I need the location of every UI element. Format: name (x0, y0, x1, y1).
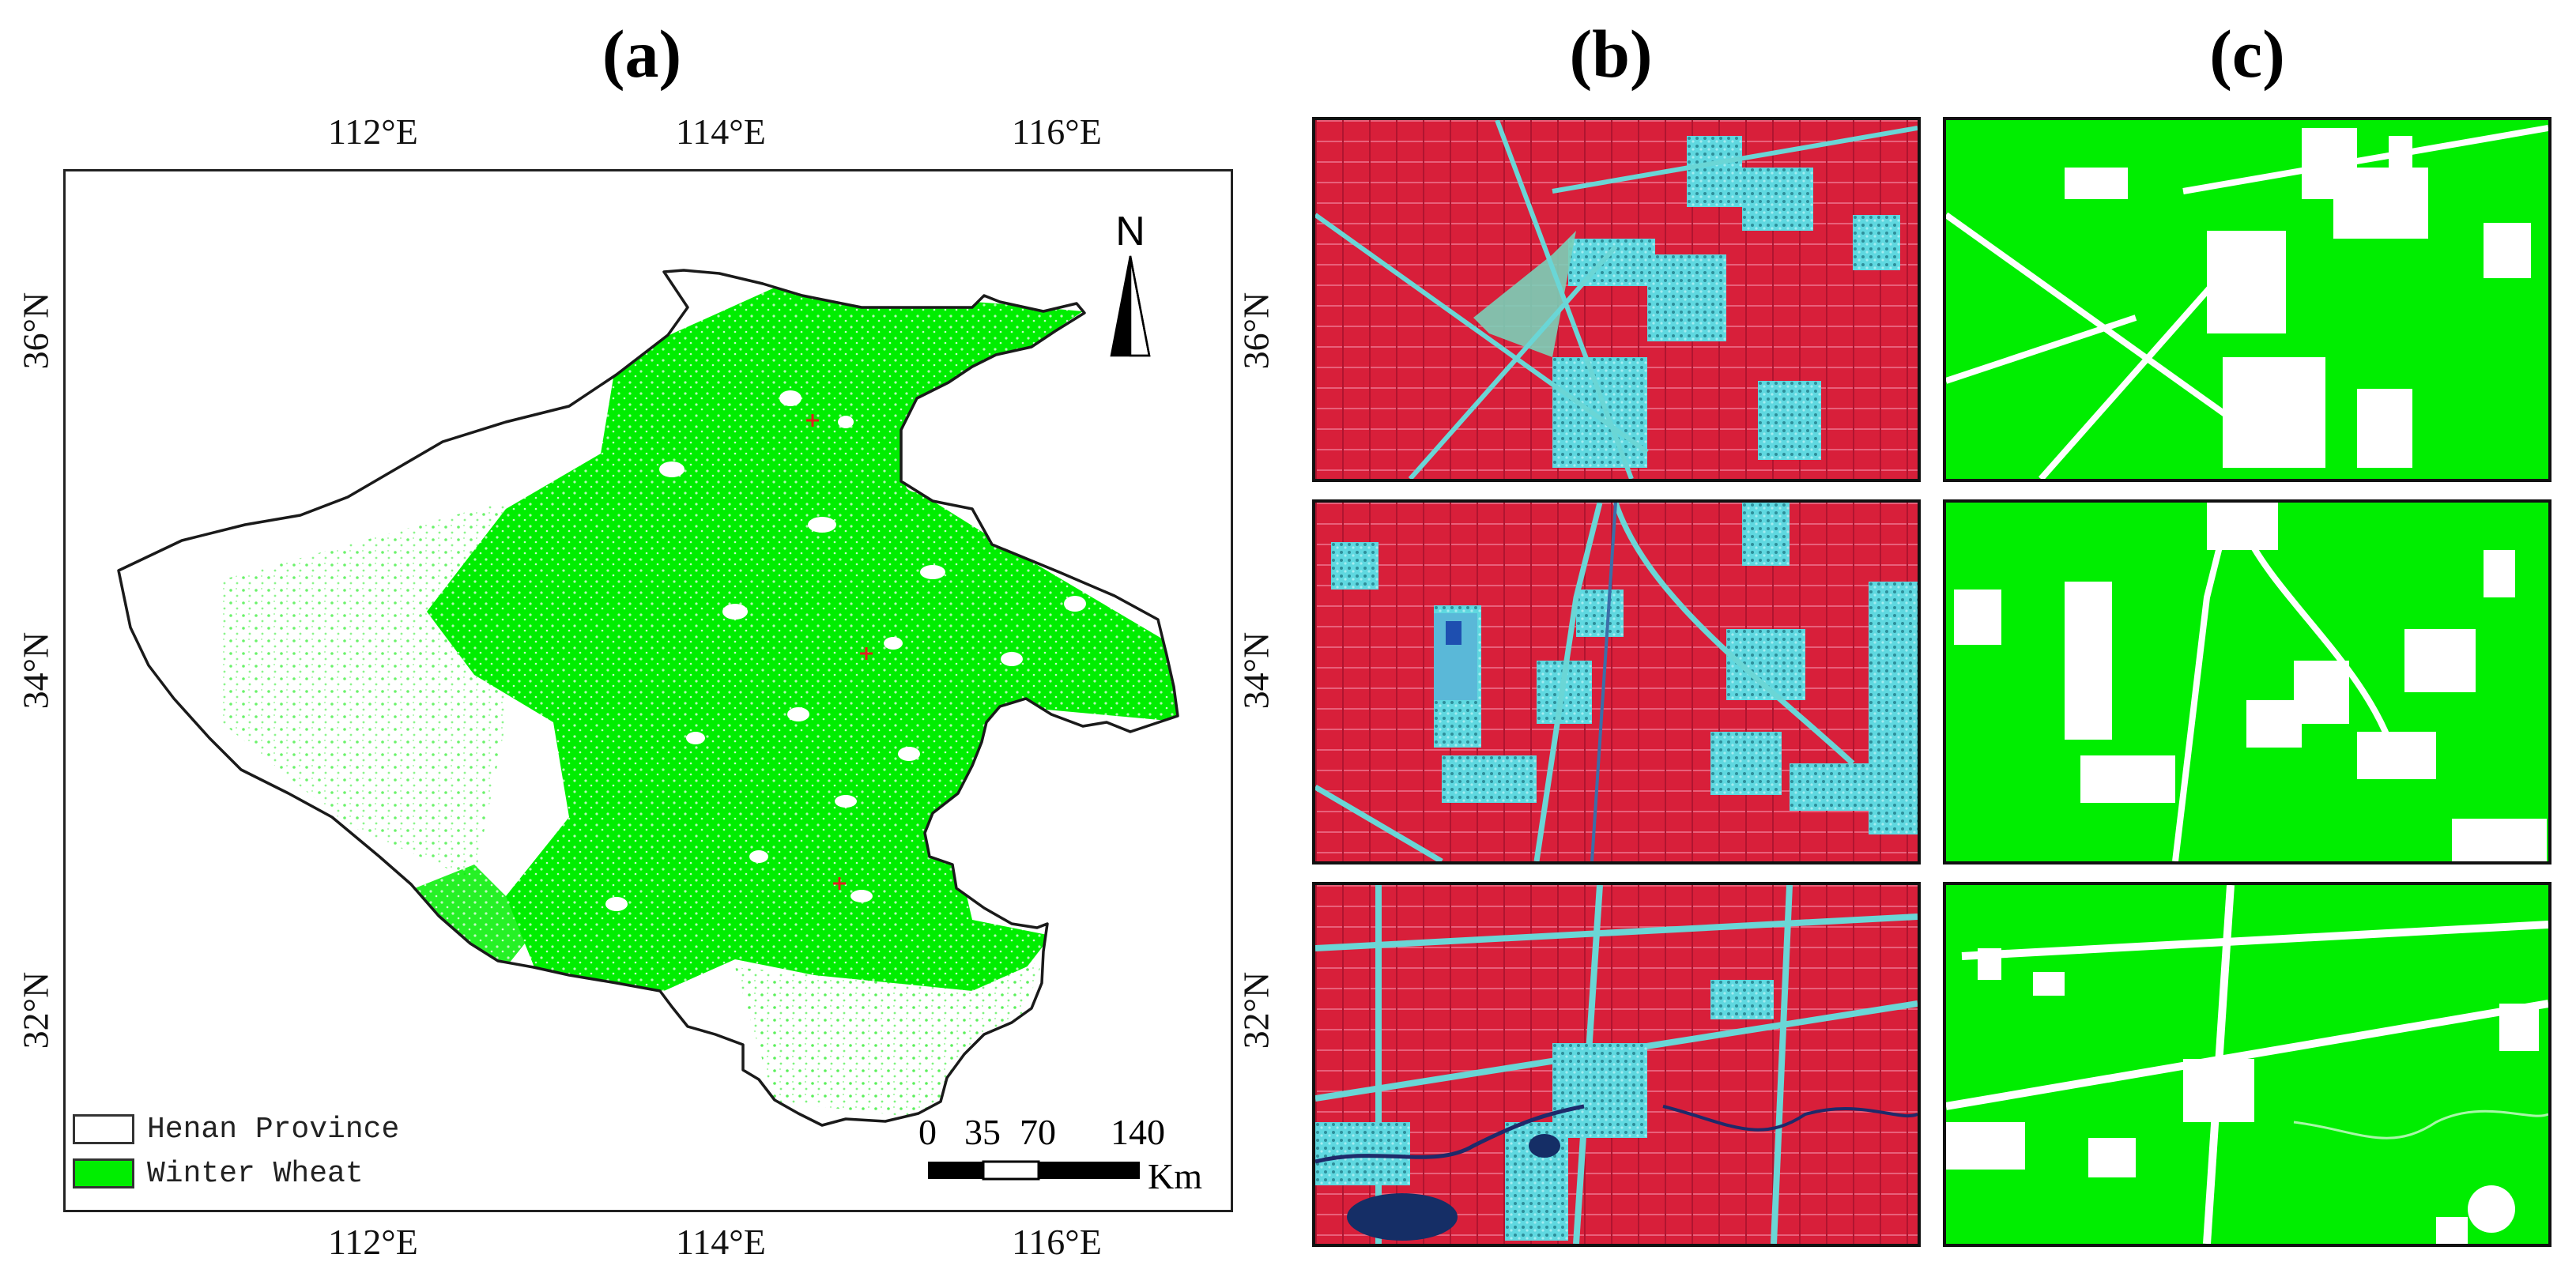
henan-map: N (117, 209, 1179, 1181)
panel-label-c: (c) (2209, 16, 2285, 92)
wheat-map-tile-1 (1943, 117, 2551, 482)
lon-label-top-114: 114°E (676, 111, 766, 152)
sample-site-markers (806, 414, 873, 890)
false-color-tile-1 (1312, 117, 1921, 482)
lon-label-top-116: 116°E (1012, 111, 1102, 152)
wheat-map-tile-3 (1943, 882, 2551, 1247)
lon-label-bottom-112: 112°E (328, 1222, 418, 1262)
legend-label-province: Henan Province (147, 1113, 400, 1147)
lon-label-bottom-116: 116°E (1012, 1222, 1102, 1262)
province-boundary (117, 269, 1179, 1127)
false-color-tile-2 (1312, 499, 1921, 865)
wheat-map-tile-2 (1943, 499, 2551, 865)
legend-swatch-province (73, 1114, 134, 1144)
legend-swatch-wheat (73, 1158, 134, 1188)
lat-label-left-32: 32°N (15, 971, 56, 1049)
sample-marker (860, 647, 873, 660)
legend-label-wheat: Winter Wheat (147, 1157, 364, 1191)
north-arrow-icon (1110, 255, 1151, 357)
scale-tick-0: 0 (918, 1112, 937, 1152)
lat-label-right-32: 32°N (1235, 971, 1277, 1049)
panel-label-b: (b) (1569, 16, 1653, 92)
sample-marker (833, 877, 846, 890)
scale-tick-140: 140 (1111, 1112, 1165, 1152)
lat-label-right-34: 34°N (1235, 631, 1277, 710)
lat-label-right-36: 36°N (1235, 292, 1277, 370)
panel-label-a: (a) (602, 16, 682, 92)
scale-tick-35: 35 (964, 1112, 1001, 1152)
lon-label-top-112: 112°E (328, 111, 418, 152)
scale-bar (928, 1160, 1140, 1181)
scale-unit: Km (1148, 1156, 1202, 1196)
false-color-tile-3 (1312, 882, 1921, 1247)
scale-tick-70: 70 (1020, 1112, 1056, 1152)
lat-label-left-34: 34°N (15, 631, 56, 710)
north-label: N (1115, 209, 1145, 254)
lat-label-left-36: 36°N (15, 292, 56, 370)
sample-marker (806, 414, 819, 427)
lon-label-bottom-114: 114°E (676, 1222, 766, 1262)
wheat-coverage (221, 288, 1178, 1117)
